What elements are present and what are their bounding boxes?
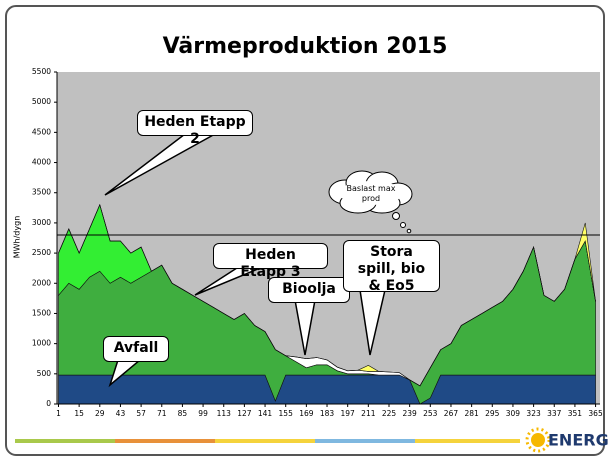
- y-tick-label: 0: [46, 399, 51, 408]
- x-tick-label: 43: [116, 409, 126, 418]
- cloud: [328, 170, 413, 214]
- chart-title: Värmeproduktion 2015: [163, 34, 448, 59]
- x-tick-label: 169: [299, 409, 314, 418]
- callout: Heden Etapp 3: [213, 243, 328, 280]
- x-tick-label: 141: [258, 409, 273, 418]
- logo-sun: [525, 427, 551, 453]
- x-tick-label: 29: [95, 409, 105, 418]
- y-tick-label: 1000: [32, 339, 51, 348]
- x-tick-label: 57: [136, 409, 146, 418]
- y-tick-label: 3000: [32, 218, 51, 227]
- x-tick-label: 309: [506, 409, 521, 418]
- y-tick-label: 4500: [32, 127, 51, 136]
- x-tick-label: 113: [217, 409, 232, 418]
- area: [58, 374, 596, 405]
- x-tick-label: 197: [341, 409, 356, 418]
- y-axis-label: MWh/dygn: [13, 216, 22, 259]
- cloud-fill: [339, 181, 403, 205]
- callout: Stora spill, bio & Eo5: [343, 240, 440, 294]
- x-tick-label: 295: [485, 409, 500, 418]
- y-tick-label: 3500: [32, 188, 51, 197]
- y-tick-label: 2500: [32, 248, 51, 257]
- x-tick-label: 155: [279, 409, 294, 418]
- y-tick-label: 5000: [32, 97, 51, 106]
- x-tick-label: 281: [464, 409, 479, 418]
- x-tick-label: 183: [320, 409, 335, 418]
- x-tick-label: 365: [588, 409, 603, 418]
- x-tick-label: 85: [178, 409, 188, 418]
- x-tick-label: 225: [382, 409, 397, 418]
- x-tick-label: 71: [157, 409, 167, 418]
- x-tick-label: 267: [444, 409, 459, 418]
- x-tick-label: 337: [547, 409, 562, 418]
- y-tick-label: 2000: [32, 278, 51, 287]
- y-tick-label: 4000: [32, 158, 51, 167]
- callout: Avfall: [103, 336, 169, 362]
- x-tick-label: 99: [198, 409, 208, 418]
- x-tick-label: 323: [526, 409, 541, 418]
- callout: Bioolja: [268, 277, 350, 303]
- x-tick-label: 1: [56, 409, 61, 418]
- y-tick-label: 5500: [32, 67, 51, 76]
- y-tick-label: 1500: [32, 308, 51, 317]
- cloud-bubble: [392, 212, 400, 220]
- x-tick-label: 351: [568, 409, 583, 418]
- callout: Heden Etapp 2: [137, 110, 253, 147]
- x-tick-label: 253: [423, 409, 438, 418]
- logo-text: ENERGI: [548, 431, 610, 450]
- x-tick-label: 127: [237, 409, 252, 418]
- x-tick-label: 211: [361, 409, 376, 418]
- x-tick-label: 15: [74, 409, 84, 418]
- cloud-bubble: [400, 222, 406, 228]
- callout: Baslast max prod: [346, 184, 396, 203]
- cloud-bubble: [406, 228, 412, 234]
- x-tick-label: 239: [402, 409, 417, 418]
- area: [58, 203, 596, 387]
- y-tick-label: 500: [37, 369, 52, 378]
